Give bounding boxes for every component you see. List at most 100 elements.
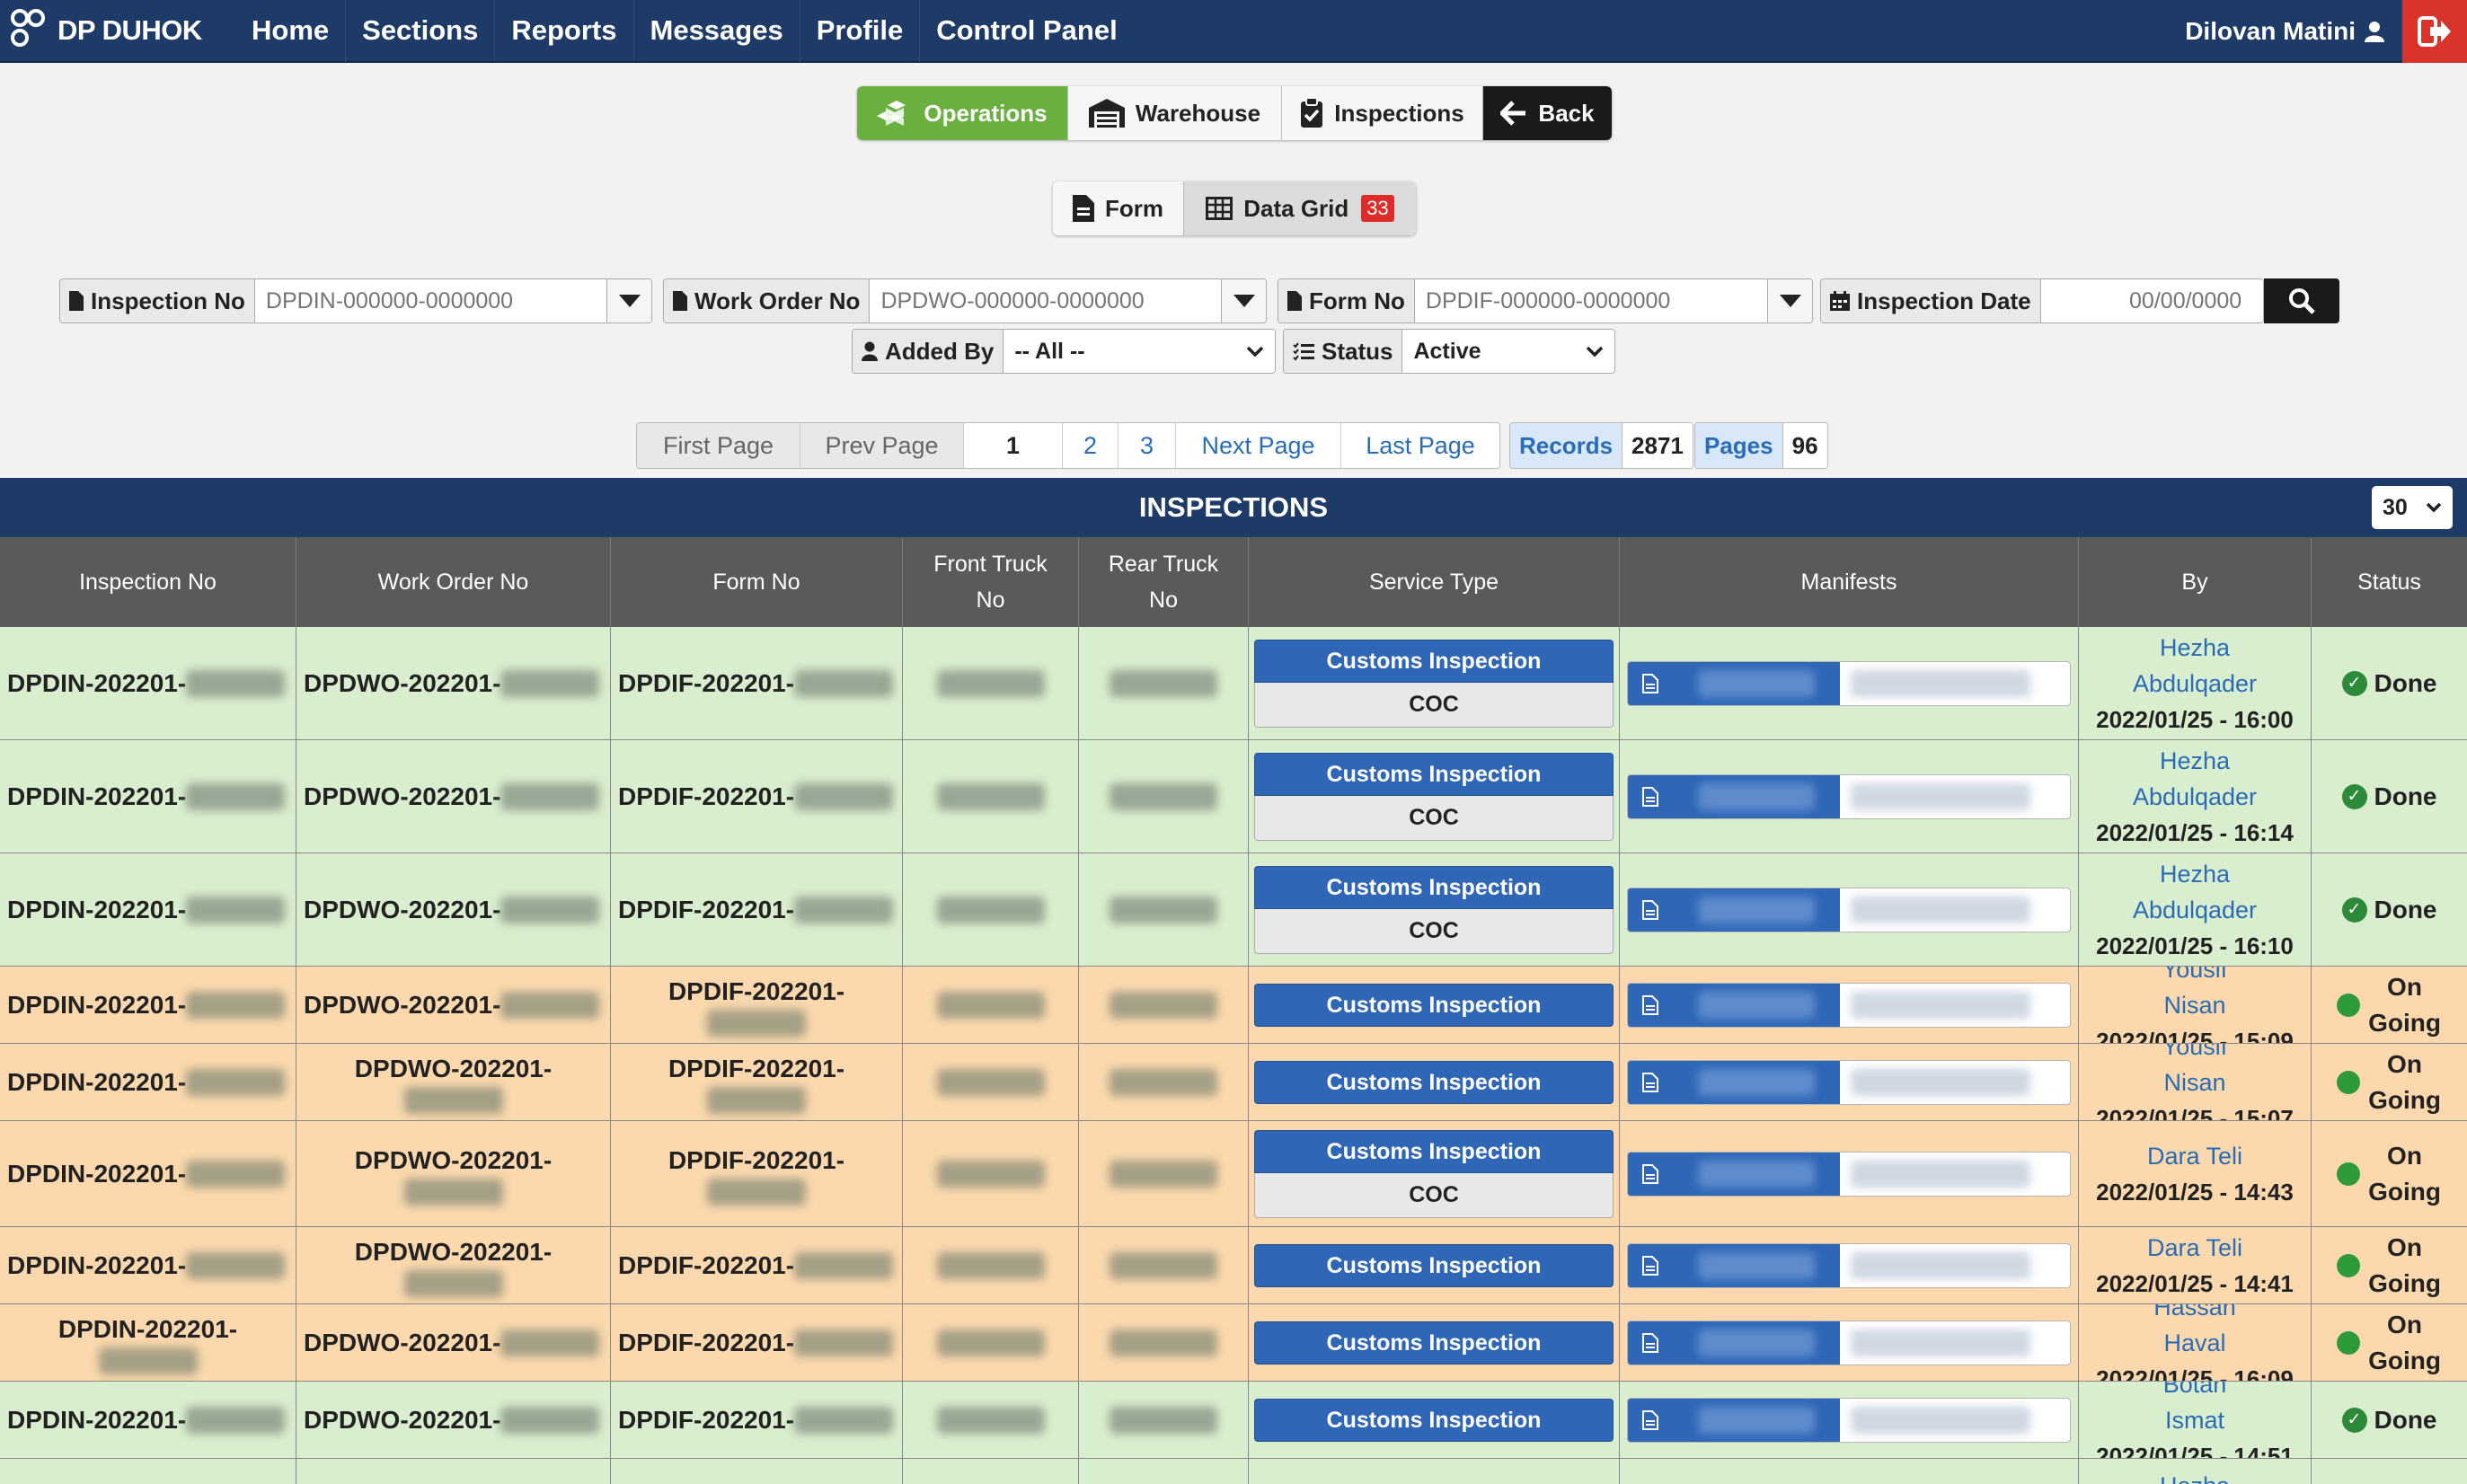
tab-warehouse[interactable]: Warehouse: [1068, 86, 1282, 140]
redacted-value: [500, 991, 600, 1019]
column-header[interactable]: By: [2079, 537, 2312, 627]
front-truck-cell: [903, 740, 1079, 852]
column-header[interactable]: Status: [2357, 570, 2421, 595]
service-type-cell: Customs Inspection COC: [1249, 740, 1620, 852]
table-row[interactable]: DPDIN-202201- DPDWO-202201- DPDIF-202201…: [0, 1304, 2467, 1382]
work-order-no-dropdown[interactable]: [1221, 279, 1266, 322]
nav-control-panel[interactable]: Control Panel: [936, 14, 1118, 46]
manifest-link[interactable]: [1627, 1059, 2071, 1105]
service-type-button[interactable]: Customs Inspection: [1254, 752, 1614, 796]
next-page-button[interactable]: Next Page: [1176, 423, 1341, 468]
table-row[interactable]: DPDIN-202201- DPDWO-202201- DPDIF-202201…: [0, 627, 2467, 740]
form-no-cell-text: DPDIF-202201-: [618, 782, 795, 810]
tab-form[interactable]: Form: [1053, 181, 1184, 235]
table-row[interactable]: DPDIN-202201- DPDWO-202201- DPDIF-202201…: [0, 1121, 2467, 1227]
search-button[interactable]: [2264, 278, 2339, 323]
column-header[interactable]: Inspection No: [0, 537, 296, 627]
manifest-link[interactable]: [1627, 887, 2071, 932]
status-select[interactable]: Active: [1402, 330, 1614, 373]
service-type-button[interactable]: Customs Inspection: [1254, 639, 1614, 683]
manifest-link[interactable]: [1627, 660, 2071, 706]
column-header[interactable]: Front Truck No: [903, 537, 1079, 627]
redacted-value: [403, 1086, 503, 1114]
added-by-select[interactable]: -- All --: [1004, 330, 1275, 373]
added-by-user-link[interactable]: Hezha Abdulqader: [2132, 746, 2258, 810]
manifest-link[interactable]: [1627, 1397, 2071, 1443]
page-1-button[interactable]: 1: [964, 423, 1063, 468]
search-icon: [2289, 288, 2315, 314]
inspection-date-input[interactable]: [2040, 279, 2263, 322]
nav-sections[interactable]: Sections: [346, 0, 496, 62]
service-type-button[interactable]: Customs Inspection: [1254, 1060, 1614, 1104]
per-page-select[interactable]: 30: [2372, 486, 2453, 529]
column-header[interactable]: Manifests: [1620, 537, 2079, 627]
manifest-document-icon: [1628, 661, 1673, 705]
added-by-user-link[interactable]: Hezha: [2160, 1468, 2230, 1484]
user-menu[interactable]: Dilovan Matini: [2185, 0, 2402, 63]
table-row[interactable]: DPDIN-202201- DPDWO-202201- DPDIF-202201…: [0, 1227, 2467, 1304]
tab-inspections[interactable]: Inspections: [1282, 86, 1483, 140]
added-by-user-link[interactable]: Yousif Nisan: [2162, 967, 2228, 1019]
work-order-no-input[interactable]: [870, 279, 1221, 322]
nav-reports[interactable]: Reports: [495, 0, 634, 62]
nav-messages[interactable]: Messages: [634, 0, 800, 62]
column-header[interactable]: Rear Truck No: [1079, 537, 1249, 627]
status-cell: On Going: [2312, 1227, 2467, 1303]
manifest-link[interactable]: [1627, 1320, 2071, 1365]
back-button[interactable]: Back: [1483, 86, 1612, 140]
table-row[interactable]: DPDIN-202201- DPDWO-202201- DPDIF-202201…: [0, 853, 2467, 967]
service-type-button[interactable]: Customs Inspection: [1254, 1129, 1614, 1173]
added-by-user-link[interactable]: Botan Ismat: [2162, 1382, 2227, 1434]
service-type-button[interactable]: Customs Inspection: [1254, 983, 1614, 1027]
form-no-dropdown[interactable]: [1767, 279, 1812, 322]
form-no-label: Form No: [1309, 287, 1405, 314]
table-row[interactable]: DPDIN-202201- DPDWO-202201- DPDIF-202201…: [0, 1382, 2467, 1459]
manifest-link[interactable]: [1627, 1151, 2071, 1197]
tab-operations[interactable]: Operations: [857, 86, 1068, 140]
tab-data-grid[interactable]: Data Grid 33: [1184, 181, 1416, 235]
document-icon: [1073, 195, 1094, 222]
manifest-link[interactable]: [1627, 1242, 2071, 1288]
added-by-user-link[interactable]: Hezha Abdulqader: [2132, 860, 2258, 923]
table-header: Inspection No Work Order No Form No Fron…: [0, 537, 2467, 627]
redacted-value: [1110, 1251, 1217, 1279]
inspection-no-cell-text: DPDIN-202201-: [7, 990, 187, 1019]
column-header[interactable]: Form No: [611, 537, 903, 627]
table-row[interactable]: DPDIN-202201- DPDWO-202201- DPDIF-202201…: [0, 967, 2467, 1044]
prev-page-button[interactable]: Prev Page: [800, 423, 964, 468]
table-row[interactable]: DPDIN-202201- DPDWO-202201- DPDIF-202201…: [0, 1044, 2467, 1121]
first-page-button[interactable]: First Page: [637, 423, 800, 468]
page-2-button[interactable]: 2: [1063, 423, 1119, 468]
table-row[interactable]: DPDIN-202201- DPDWO-202201- DPDIF-202201…: [0, 740, 2467, 853]
brand[interactable]: DP DUHOK: [0, 0, 235, 62]
nav-profile[interactable]: Profile: [800, 0, 921, 62]
work-order-no-cell-text: DPDWO-202201-: [304, 1328, 501, 1356]
column-header[interactable]: Service Type: [1249, 537, 1620, 627]
logout-button[interactable]: [2402, 0, 2467, 63]
added-by-user-link[interactable]: Hezha Abdulqader: [2132, 633, 2258, 697]
form-no-cell: DPDIF-202201-: [611, 627, 903, 739]
redacted-value: [936, 1406, 1045, 1434]
service-type-button[interactable]: Customs Inspection: [1254, 1243, 1614, 1287]
table-row[interactable]: Hezha: [0, 1459, 2467, 1484]
pages-label: Pages: [1695, 423, 1783, 468]
form-no-input[interactable]: [1414, 279, 1767, 322]
view-tabs: Form Data Grid 33: [1053, 181, 1416, 235]
last-page-button[interactable]: Last Page: [1341, 423, 1499, 468]
added-by-user-link[interactable]: Dara Teli: [2146, 1233, 2243, 1261]
service-type-button[interactable]: Customs Inspection: [1254, 1321, 1614, 1365]
added-by-user-link[interactable]: Yousif Nisan: [2162, 1044, 2228, 1096]
added-by-user-link[interactable]: Hassan Haval: [2153, 1304, 2236, 1356]
added-by-user-link[interactable]: Dara Teli: [2146, 1142, 2243, 1170]
column-header[interactable]: Work Order No: [296, 537, 611, 627]
front-truck-cell: [903, 967, 1079, 1043]
nav-home[interactable]: Home: [235, 0, 347, 62]
inspection-no-dropdown[interactable]: [606, 279, 651, 322]
service-type-button[interactable]: Customs Inspection: [1254, 865, 1614, 909]
manifest-link[interactable]: [1627, 773, 2071, 819]
service-type-button[interactable]: Customs Inspection: [1254, 1398, 1614, 1442]
manifest-link[interactable]: [1627, 982, 2071, 1028]
page-3-button[interactable]: 3: [1119, 423, 1176, 468]
user-icon: [2365, 22, 2384, 42]
inspection-no-input[interactable]: [254, 279, 606, 322]
